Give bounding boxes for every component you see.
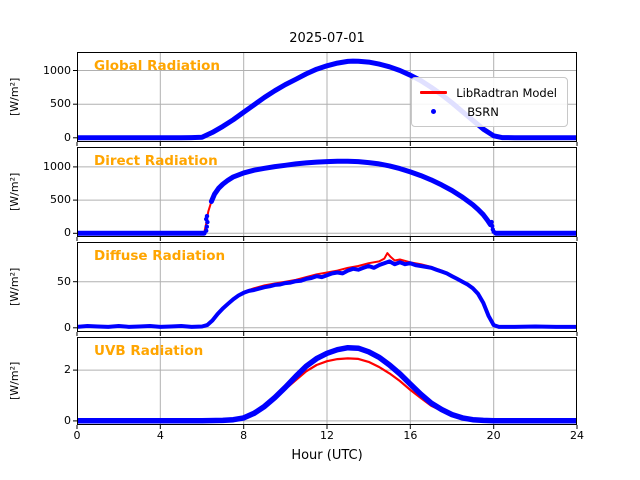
y-axis-label: [W/m²]: [8, 172, 21, 212]
legend-line-swatch: [420, 91, 448, 94]
y-tick-label: 50: [57, 274, 71, 288]
x-tick-label: 8: [240, 429, 248, 442]
subplot-diffuse-radiation: Diffuse Radiation [W/m²] 0 50: [8, 242, 578, 336]
subplot-global-radiation: Global Radiation [W/m²] LibRadtran Model…: [8, 52, 578, 146]
y-axis-label: [W/m²]: [8, 361, 21, 401]
x-tick-labels: 0 4 8 12 16 20 24: [74, 429, 585, 443]
legend-entry-bsrn: BSRN: [420, 102, 557, 121]
x-tick-label: 16: [403, 429, 418, 442]
y-tick-label: 0: [64, 130, 71, 144]
y-axis-label: [W/m²]: [8, 267, 21, 307]
legend-entry-model: LibRadtran Model: [420, 83, 557, 102]
figure-title: 2025-07-01: [289, 31, 365, 46]
panel-label-uvb: UVB Radiation: [94, 343, 204, 359]
x-tick-label: 24: [570, 429, 584, 442]
y-axis-label: [W/m²]: [8, 77, 21, 117]
plot-canvas: [73, 147, 578, 241]
panel-label-direct: Direct Radiation: [94, 153, 218, 169]
y-tick-label: 0: [64, 413, 71, 427]
subplot-uvb-radiation: UVB Radiation [W/m²] 0 2: [8, 337, 578, 429]
y-tick-label: 1000: [43, 159, 71, 173]
y-tick-label: 1000: [43, 63, 71, 77]
x-tick-label: 0: [73, 429, 81, 442]
legend-label-model: LibRadtran Model: [456, 85, 557, 100]
y-tick-label: 2: [64, 363, 71, 377]
panel-label-diffuse: Diffuse Radiation: [94, 248, 226, 264]
x-tick-label: 4: [156, 429, 164, 442]
x-tick-label: 20: [486, 429, 501, 442]
y-tick-label: 0: [64, 226, 71, 240]
plot-canvas: [73, 242, 578, 336]
plot-canvas: [73, 337, 578, 429]
legend-label-bsrn: BSRN: [467, 104, 499, 119]
x-axis-label: Hour (UTC): [291, 448, 363, 463]
y-tick-label: 500: [50, 193, 71, 207]
blue-dot-icon: [431, 109, 437, 114]
panel-label-global: Global Radiation: [94, 58, 220, 74]
y-tick-label: 500: [50, 97, 71, 111]
y-tick-label: 0: [64, 320, 71, 334]
legend: LibRadtran Model BSRN: [411, 77, 568, 127]
subplot-direct-radiation: Direct Radiation [W/m²] 0 500 1000: [8, 147, 578, 241]
x-tick-label: 12: [320, 429, 334, 442]
red-line-icon: [420, 91, 448, 94]
